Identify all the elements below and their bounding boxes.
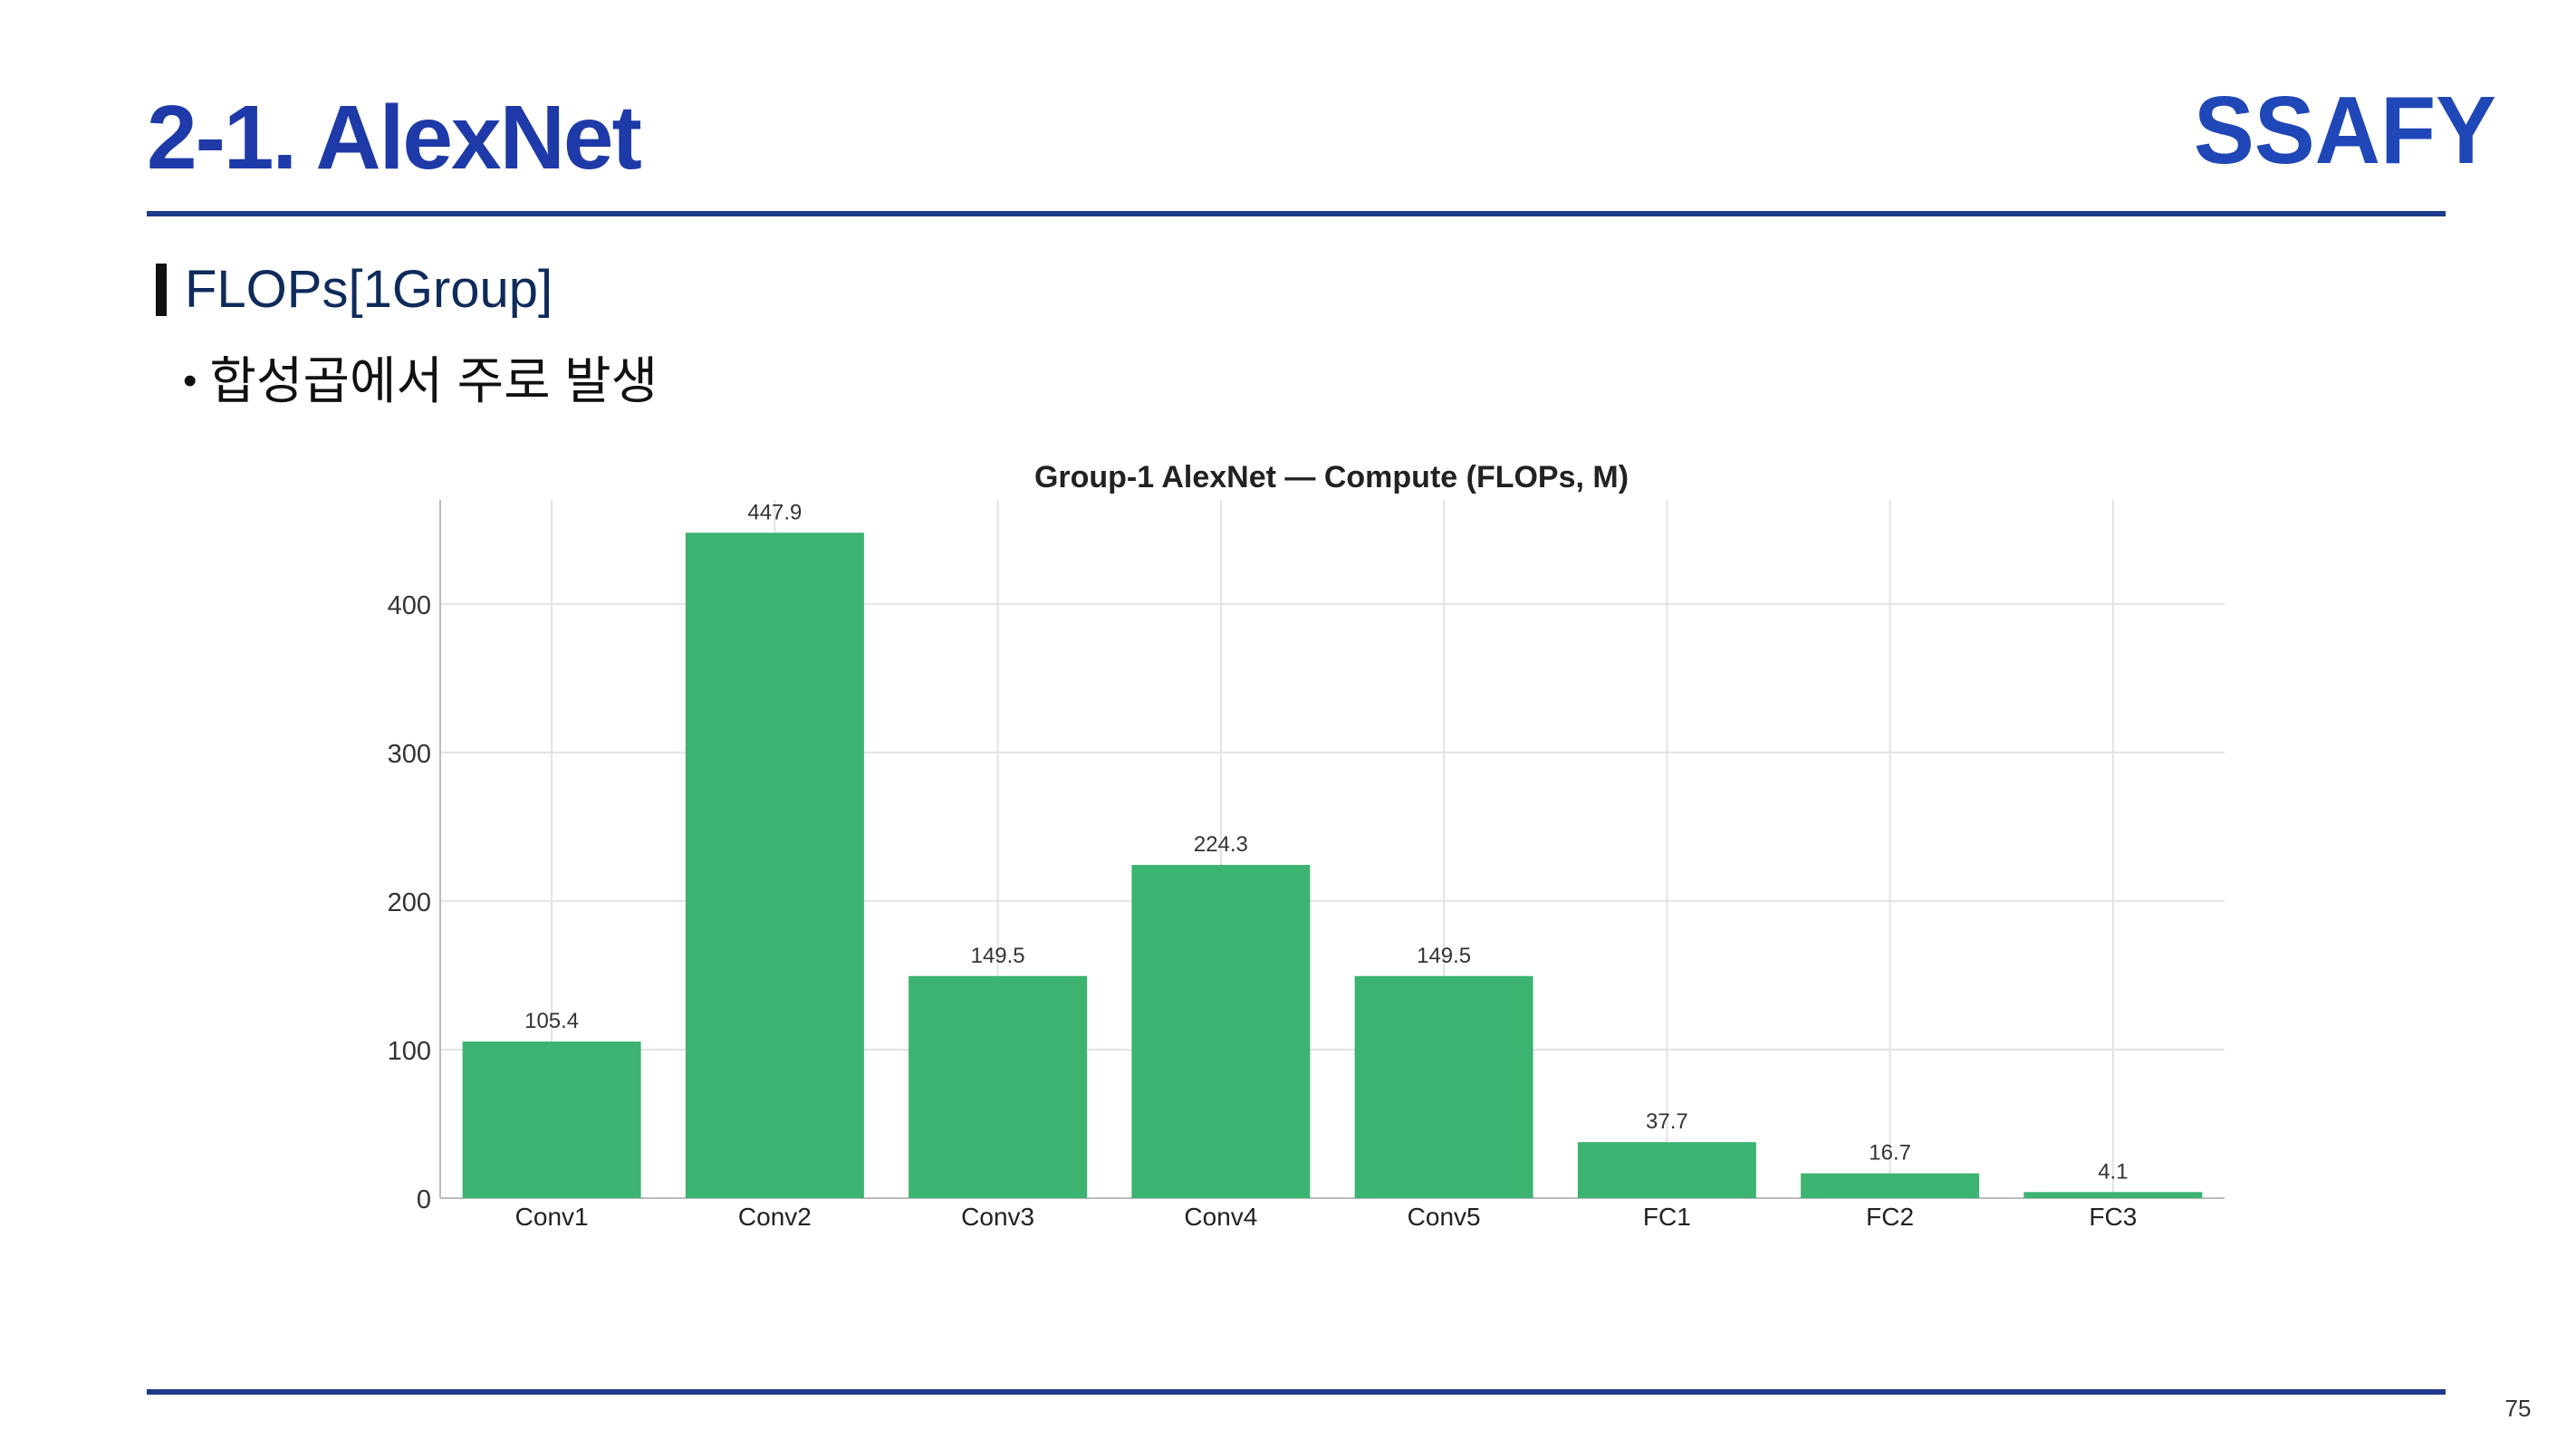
- bar-fc2: [1801, 1173, 1980, 1198]
- bullet-dot: •: [183, 359, 197, 403]
- section-marker: [156, 264, 167, 316]
- x-tick-label: Conv4: [1184, 1203, 1257, 1231]
- bar-conv4: [1131, 865, 1311, 1198]
- y-tick-label: 300: [388, 740, 431, 769]
- ssafy-logo: SSAFY: [2194, 80, 2496, 179]
- data-label: 4.1: [2098, 1159, 2128, 1184]
- bar-conv5: [1354, 975, 1533, 1198]
- x-tick-label: FC1: [1643, 1203, 1691, 1231]
- bar-conv1: [462, 1041, 641, 1198]
- data-label: 149.5: [1417, 944, 1471, 968]
- y-tick-label: 100: [388, 1037, 431, 1066]
- slide-title: 2-1. AlexNet: [147, 87, 642, 188]
- y-tick-label: 0: [417, 1185, 431, 1214]
- data-label: 224.3: [1194, 832, 1248, 857]
- bar-conv3: [908, 975, 1088, 1198]
- chart-title: Group-1 AlexNet — Compute (FLOPs, M): [1034, 460, 1629, 494]
- x-tick-label: FC3: [2089, 1203, 2137, 1231]
- header-divider: [147, 211, 2446, 216]
- chart-bars: [462, 533, 2203, 1198]
- section-heading: FLOPs[1Group]: [156, 263, 553, 317]
- x-tick-label: Conv3: [961, 1203, 1034, 1231]
- chart-labels: 0 100 200 300 400 105.4 Conv1 447.9 Conv2 149.5 Co…: [388, 500, 2138, 1231]
- data-label: 447.9: [747, 500, 802, 524]
- x-tick-label: Conv1: [515, 1203, 589, 1231]
- bullet-text: 합성곱에서 주로 발생: [209, 352, 658, 409]
- bar-fc3: [2023, 1192, 2203, 1198]
- footer-divider: [147, 1389, 2446, 1395]
- x-tick-label: Conv5: [1408, 1203, 1481, 1231]
- y-tick-label: 200: [388, 888, 431, 917]
- data-label: 105.4: [524, 1009, 579, 1033]
- bullet-item: • 합성곱에서 주로 발생: [183, 350, 658, 413]
- data-label: 16.7: [1869, 1141, 1911, 1166]
- data-label: 37.7: [1646, 1109, 1688, 1134]
- y-tick-label: 400: [388, 591, 431, 620]
- x-tick-label: Conv2: [738, 1203, 812, 1231]
- section-title: FLOPs[1Group]: [185, 260, 553, 319]
- bar-fc1: [1577, 1142, 1756, 1198]
- logo-wordmark: SSAFY: [2194, 80, 2496, 179]
- page-number: 75: [2504, 1395, 2532, 1422]
- x-tick-label: FC2: [1866, 1203, 1914, 1231]
- bar-conv2: [685, 533, 864, 1198]
- data-label: 149.5: [971, 944, 1025, 968]
